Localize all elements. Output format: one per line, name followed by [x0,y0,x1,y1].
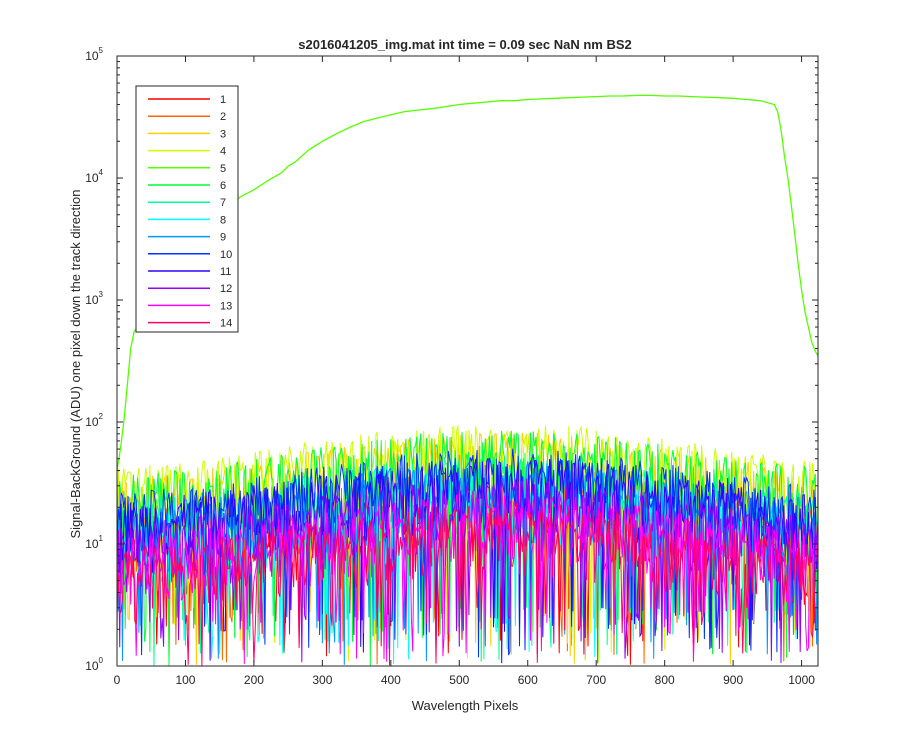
x-tick-label: 700 [586,673,606,687]
chart-title: s2016041205_img.mat int time = 0.09 sec … [298,37,632,52]
series-14-line [116,503,819,666]
y-tick-base: 10 [85,293,99,307]
x-tick-label: 600 [518,673,538,687]
y-tick-label: 102 [85,412,103,429]
x-tick-label: 200 [244,673,264,687]
x-axis: 0 100 200 300 400 500 600 700 800 900 1000 [114,56,815,687]
legend-label-8: 8 [220,214,226,226]
series-10-line [116,448,819,658]
y-tick-exponent: 5 [99,46,104,55]
legend-box [135,85,239,333]
legend-label-12: 12 [220,283,232,295]
legend-label-6: 6 [220,180,226,192]
x-tick-label: 0 [114,673,121,687]
legend-label-2: 2 [220,111,226,123]
x-tick-label: 900 [723,673,743,687]
series-traces [116,425,819,666]
y-tick-label: 100 [85,656,103,673]
y-tick-label: 103 [85,290,103,307]
y-tick-base: 10 [85,49,99,63]
y-tick-exponent: 0 [99,656,104,665]
series-13-line [116,493,819,664]
y-tick-base: 10 [85,537,99,551]
legend-label-14: 14 [220,318,232,330]
x-tick-label: 400 [381,673,401,687]
legend-label-11: 11 [220,266,231,278]
legend-label-3: 3 [220,128,226,140]
legend-label-4: 4 [220,146,226,158]
y-tick-exponent: 2 [99,412,104,421]
y-tick-base: 10 [85,659,99,673]
y-tick-label: 105 [85,46,103,63]
series-12-line [116,478,819,664]
y-axis-label: Signal-BackGround (ADU) one pixel down t… [68,189,83,538]
y-tick-exponent: 3 [99,290,104,299]
y-tick-label: 101 [85,534,103,551]
x-tick-label: 100 [175,673,195,687]
legend-label-5: 5 [220,163,226,175]
y-tick-exponent: 4 [99,168,104,177]
x-tick-label: 1000 [788,673,815,687]
x-axis-label: Wavelength Pixels [412,698,519,713]
y-tick-label: 104 [85,168,103,185]
legend-label-7: 7 [220,197,226,209]
legend-label-10: 10 [220,249,232,261]
y-tick-base: 10 [85,171,99,185]
x-tick-label: 500 [449,673,469,687]
plot-frame [116,55,819,667]
y-tick-base: 10 [85,415,99,429]
y-tick-exponent: 1 [99,534,104,543]
x-tick-label: 800 [655,673,675,687]
legend-label-9: 9 [220,232,226,244]
legend-label-13: 13 [220,300,232,312]
legend-label-1: 1 [220,94,226,106]
x-tick-label: 300 [312,673,332,687]
